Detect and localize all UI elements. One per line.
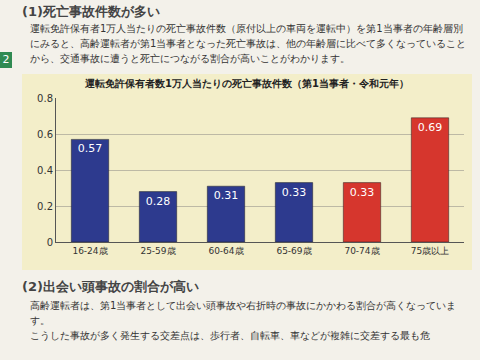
html-text:運転免許保有者1万人当たりの死亡事故件数（原付以上の車両を運: 運転免許保有者1万人当たりの死亡事故件数（原付以上の車両を運転中）を第1当事者の… [30,23,467,64]
html-text:(2)出会い頭事故の割合が高い: (2)出会い頭事故の割合が高い [22,279,199,294]
svg-text:75歳以上: 75歳以上 [411,246,449,256]
svg-text:60-64歳: 60-64歳 [208,246,243,256]
svg-text:0.4: 0.4 [37,165,53,176]
svg-text:0.69: 0.69 [418,121,443,134]
svg-text:0.2: 0.2 [37,201,53,212]
svg-text:運転免許保有者数1万人当たりの死亡事故件数（第1当事者・令和: 運転免許保有者数1万人当たりの死亡事故件数（第1当事者・令和元年） [84,78,409,89]
svg-text:70-74歳: 70-74歳 [344,246,379,256]
html-text:こうした事故が多く発生する交差点は、歩行者、自転車、車などが: こうした事故が多く発生する交差点は、歩行者、自転車、車などが複雑に交差する最も危 [30,330,430,341]
svg-text:0.57: 0.57 [78,142,103,155]
svg-text:0: 0 [47,237,53,248]
svg-text:0.8: 0.8 [37,93,53,104]
svg-text:0.31: 0.31 [214,189,239,202]
svg-text:0.28: 0.28 [146,195,171,208]
svg-text:16-24歳: 16-24歳 [72,246,107,256]
svg-text:0.33: 0.33 [350,186,375,199]
html-text:(1)死亡事故件数が多い: (1)死亡事故件数が多い [22,4,160,19]
svg-text:65-69歳: 65-69歳 [276,246,311,256]
svg-text:0.6: 0.6 [37,129,53,140]
html-text:高齢運転者は、第1当事者として出会い頭事故や右折時の事故にか: 高齢運転者は、第1当事者として出会い頭事故や右折時の事故にかかわる割合が高くなっ… [30,300,457,326]
html-text:2: 2 [2,53,10,66]
svg-text:0.33: 0.33 [282,186,307,199]
svg-text:25-59歳: 25-59歳 [140,246,175,256]
